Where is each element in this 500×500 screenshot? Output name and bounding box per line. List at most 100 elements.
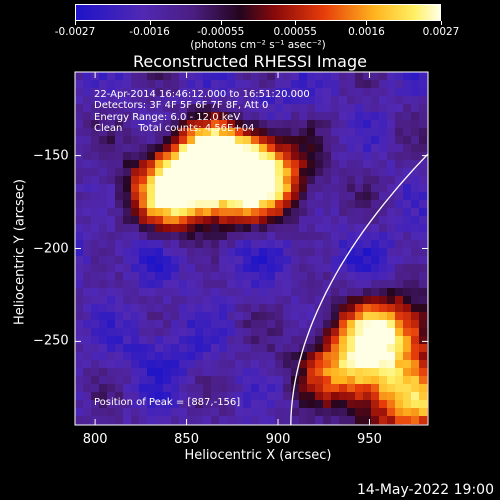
heatmap-cell: [219, 384, 228, 393]
heatmap-cell: [331, 80, 340, 89]
heatmap-cell: [387, 408, 396, 417]
heatmap-cell: [83, 208, 92, 217]
heatmap-cell: [131, 88, 140, 97]
heatmap-cell: [195, 320, 204, 329]
heatmap-cell: [83, 352, 92, 361]
heatmap-cell: [283, 296, 292, 305]
heatmap-cell: [387, 400, 396, 409]
heatmap-cell: [355, 264, 364, 273]
heatmap-cell: [251, 144, 260, 153]
heatmap-cell: [211, 120, 220, 129]
heatmap-cell: [315, 176, 324, 185]
heatmap-cell: [267, 104, 276, 113]
heatmap-cell: [227, 192, 236, 201]
heatmap-cell: [219, 296, 228, 305]
heatmap-cell: [163, 344, 172, 353]
heatmap-cell: [147, 72, 156, 81]
heatmap-cell: [339, 112, 348, 121]
heatmap-cell: [139, 224, 148, 233]
heatmap-cell: [371, 216, 380, 225]
heatmap-cell: [395, 224, 404, 233]
heatmap-cell: [171, 368, 180, 377]
heatmap-cell: [299, 200, 308, 209]
heatmap-cell: [227, 160, 236, 169]
heatmap-cell: [187, 336, 196, 345]
heatmap-cell: [339, 240, 348, 249]
heatmap-cell: [371, 344, 380, 353]
heatmap-cell: [219, 320, 228, 329]
heatmap-cell: [379, 416, 388, 425]
heatmap-cell: [83, 304, 92, 313]
heatmap-cell: [395, 168, 404, 177]
heatmap-cell: [411, 384, 420, 393]
heatmap-cell: [387, 240, 396, 249]
heatmap-cell: [379, 208, 388, 217]
heatmap-cell: [251, 416, 260, 425]
heatmap-cell: [331, 232, 340, 241]
heatmap-cell: [75, 80, 84, 89]
heatmap-cell: [115, 304, 124, 313]
colorbar-tick-mark: [75, 21, 76, 25]
heatmap-cell: [379, 248, 388, 257]
heatmap-cell: [139, 384, 148, 393]
heatmap-cell: [139, 296, 148, 305]
heatmap-cell: [307, 184, 316, 193]
colorbar-tick-label: -0.00055: [197, 26, 245, 38]
heatmap-cell: [235, 256, 244, 265]
heatmap-cell: [283, 232, 292, 241]
heatmap-cell: [395, 88, 404, 97]
heatmap-cell: [419, 216, 428, 225]
heatmap-cell: [395, 80, 404, 89]
heatmap-cell: [259, 304, 268, 313]
heatmap-cell: [355, 216, 364, 225]
heatmap-cell: [139, 328, 148, 337]
heatmap-cell: [323, 392, 332, 401]
heatmap-cell: [323, 328, 332, 337]
heatmap-cell: [275, 344, 284, 353]
heatmap-cell: [243, 248, 252, 257]
heatmap-cell: [139, 136, 148, 145]
colorbar-tick-mark: [366, 21, 368, 25]
heatmap-cell: [91, 384, 100, 393]
heatmap-cell: [123, 352, 132, 361]
heatmap-cell: [139, 120, 148, 129]
heatmap-cell: [91, 296, 100, 305]
heatmap-cell: [387, 112, 396, 121]
heatmap-cell: [347, 160, 356, 169]
heatmap-cell: [75, 264, 84, 273]
heatmap-cell: [91, 200, 100, 209]
heatmap-cell: [323, 200, 332, 209]
heatmap-cell: [203, 336, 212, 345]
heatmap-cell: [403, 408, 412, 417]
heatmap-cell: [267, 224, 276, 233]
heatmap-cell: [371, 368, 380, 377]
heatmap-cell: [99, 384, 108, 393]
colorbar-tick-mark: [295, 21, 297, 25]
heatmap-cell: [155, 120, 164, 129]
heatmap-cell: [179, 336, 188, 345]
heatmap-cell: [259, 184, 268, 193]
heatmap-cell: [179, 280, 188, 289]
heatmap-cell: [99, 256, 108, 265]
heatmap-cell: [115, 144, 124, 153]
heatmap-cell: [347, 192, 356, 201]
heatmap-cell: [139, 312, 148, 321]
heatmap-cell: [243, 376, 252, 385]
heatmap-cell: [259, 224, 268, 233]
heatmap-cell: [387, 312, 396, 321]
heatmap-cell: [419, 400, 428, 409]
heatmap-cell: [355, 360, 364, 369]
heatmap-cell: [243, 120, 252, 129]
heatmap-cell: [195, 264, 204, 273]
heatmap-cell: [355, 96, 364, 105]
heatmap-cell: [267, 160, 276, 169]
heatmap-cell: [123, 256, 132, 265]
heatmap-cell: [75, 304, 84, 313]
heatmap-cell: [99, 216, 108, 225]
heatmap-cell: [347, 136, 356, 145]
heatmap-cell: [219, 104, 228, 113]
heatmap-cell: [123, 160, 132, 169]
heatmap-cell: [267, 416, 276, 425]
heatmap-cell: [371, 176, 380, 185]
